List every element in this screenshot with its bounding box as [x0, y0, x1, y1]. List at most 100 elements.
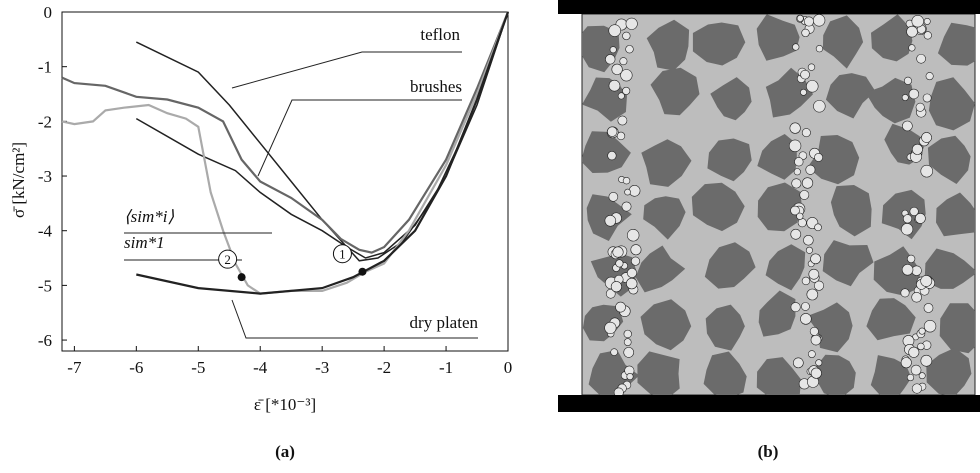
crack-fragment — [909, 45, 916, 52]
crack-fragment — [915, 213, 925, 223]
crack-fragment — [813, 14, 825, 26]
crack-fragment — [622, 202, 631, 211]
x-tick-label: -6 — [129, 358, 143, 377]
crack-fragment — [901, 223, 913, 235]
series-label: brushes — [410, 77, 462, 96]
crack-fragment — [800, 190, 809, 199]
mesostructure-image — [558, 0, 980, 412]
crack-fragment — [807, 289, 818, 300]
crack-fragment — [611, 281, 622, 292]
crack-fragment — [907, 26, 918, 37]
crack-fragment — [924, 32, 932, 40]
x-tick-label: -5 — [191, 358, 205, 377]
line-series — [136, 12, 508, 261]
crack-fragment — [631, 245, 641, 255]
crack-fragment — [901, 289, 909, 297]
y-tick-label: -5 — [38, 276, 52, 295]
crack-fragment — [811, 254, 821, 264]
crack-fragment — [907, 374, 914, 381]
crack-fragment — [816, 45, 823, 52]
crack-fragment — [811, 335, 821, 345]
crack-fragment — [903, 215, 911, 223]
crack-fragment — [902, 94, 908, 100]
crack-fragment — [629, 185, 640, 196]
crack-fragment — [792, 44, 799, 51]
crack-fragment — [794, 157, 803, 166]
crack-fragment — [924, 303, 933, 312]
crack-fragment — [802, 29, 810, 37]
crack-fragment — [919, 328, 925, 334]
crack-fragment — [626, 278, 637, 289]
crack-fragment — [791, 302, 800, 311]
crack-fragment — [790, 123, 801, 134]
crack-fragment — [623, 177, 630, 184]
crack-fragment — [611, 349, 618, 356]
crack-fragment — [816, 360, 822, 366]
crack-fragment — [923, 94, 931, 102]
crack-fragment — [627, 373, 633, 379]
crack-fragment — [618, 116, 627, 125]
point-label: 1 — [339, 247, 346, 262]
crack-fragment — [792, 179, 801, 188]
y-tick-label: -1 — [38, 58, 52, 77]
crack-fragment — [626, 18, 637, 29]
crack-fragment — [607, 127, 617, 137]
crack-fragment — [806, 247, 812, 253]
x-tick-label: -3 — [315, 358, 329, 377]
crack-fragment — [926, 72, 933, 79]
crack-fragment — [810, 327, 818, 335]
crack-fragment — [622, 32, 630, 40]
crack-fragment — [924, 18, 930, 24]
crack-fragment — [803, 235, 813, 245]
crack-fragment — [921, 355, 932, 366]
crack-fragment — [815, 224, 822, 231]
crack-fragment — [794, 169, 800, 175]
crack-fragment — [800, 89, 806, 95]
point-label: 2 — [224, 252, 231, 267]
crack-fragment — [608, 151, 617, 160]
crack-fragment — [616, 302, 626, 312]
crack-fragment — [797, 213, 804, 220]
x-axis-label: ε̄ [*10⁻³] — [254, 395, 316, 414]
crack-fragment — [609, 80, 620, 91]
crack-fragment — [605, 215, 616, 226]
crack-fragment — [912, 144, 922, 154]
crack-fragment — [806, 80, 818, 92]
crack-fragment — [912, 15, 924, 27]
crack-fragment — [624, 339, 631, 346]
crack-fragment — [917, 343, 924, 350]
crack-fragment — [924, 320, 936, 332]
crack-fragment — [901, 357, 911, 367]
crack-fragment — [624, 330, 632, 338]
crack-fragment — [813, 100, 825, 112]
crack-fragment — [631, 257, 639, 265]
crack-fragment — [922, 132, 932, 142]
crack-fragment — [911, 365, 921, 375]
x-tick-label: 0 — [504, 358, 513, 377]
crack-fragment — [609, 25, 621, 37]
crack-fragment — [814, 153, 822, 161]
crack-fragment — [811, 368, 821, 378]
crack-fragment — [808, 64, 815, 71]
caption: (b) — [758, 442, 779, 461]
crack-fragment — [793, 358, 803, 368]
leader-line — [258, 100, 462, 176]
crack-fragment — [909, 89, 919, 99]
crack-fragment — [907, 255, 915, 263]
x-tick-label: -1 — [439, 358, 453, 377]
crack-fragment — [617, 132, 625, 140]
crack-fragment — [916, 103, 924, 111]
crack-fragment — [618, 93, 624, 99]
crack-fragment — [605, 54, 615, 64]
crack-fragment — [912, 292, 922, 302]
crack-fragment — [620, 58, 627, 65]
platen — [558, 0, 980, 14]
series-label: teflon — [420, 25, 460, 44]
crack-fragment — [609, 192, 618, 201]
crack-fragment — [921, 275, 932, 286]
crack-fragment — [806, 165, 815, 174]
crack-fragment — [621, 69, 633, 81]
y-tick-label: -4 — [38, 222, 53, 241]
caption: (a) — [275, 442, 295, 461]
series-label: dry platen — [410, 313, 479, 332]
